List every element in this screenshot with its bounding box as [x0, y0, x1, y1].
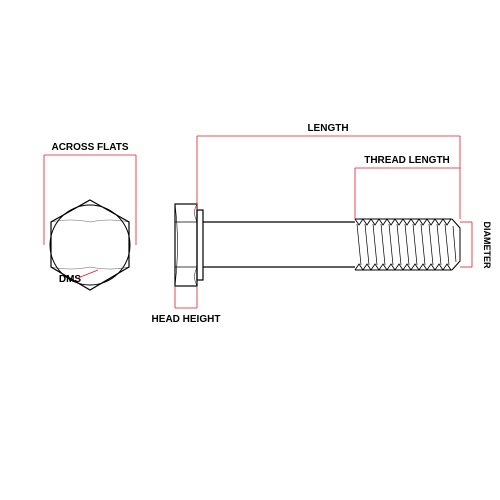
label-across-flats: ACROSS FLATS [51, 142, 128, 153]
label-head-height: HEAD HEIGHT [152, 314, 221, 325]
label-length: LENGTH [307, 123, 348, 134]
washer-face [197, 210, 203, 280]
dim-head-height [175, 286, 197, 308]
label-dms: DMS [59, 274, 82, 285]
dim-diameter [460, 222, 472, 267]
side-view: LENGTH THREAD LENGTH HEAD HEIGHT DIAMETE… [152, 123, 492, 325]
shank [203, 222, 355, 267]
hex-facet-arcs [51, 220, 129, 269]
bolt-head [175, 204, 197, 286]
threads [355, 219, 460, 270]
dim-thread-length [355, 168, 460, 219]
label-diameter: DIAMETER [482, 222, 492, 270]
dim-length [197, 136, 460, 219]
label-thread-length: THREAD LENGTH [364, 155, 450, 166]
bolt-diagram: ACROSS FLATS DMS [0, 0, 500, 500]
front-view: ACROSS FLATS DMS [44, 142, 136, 290]
